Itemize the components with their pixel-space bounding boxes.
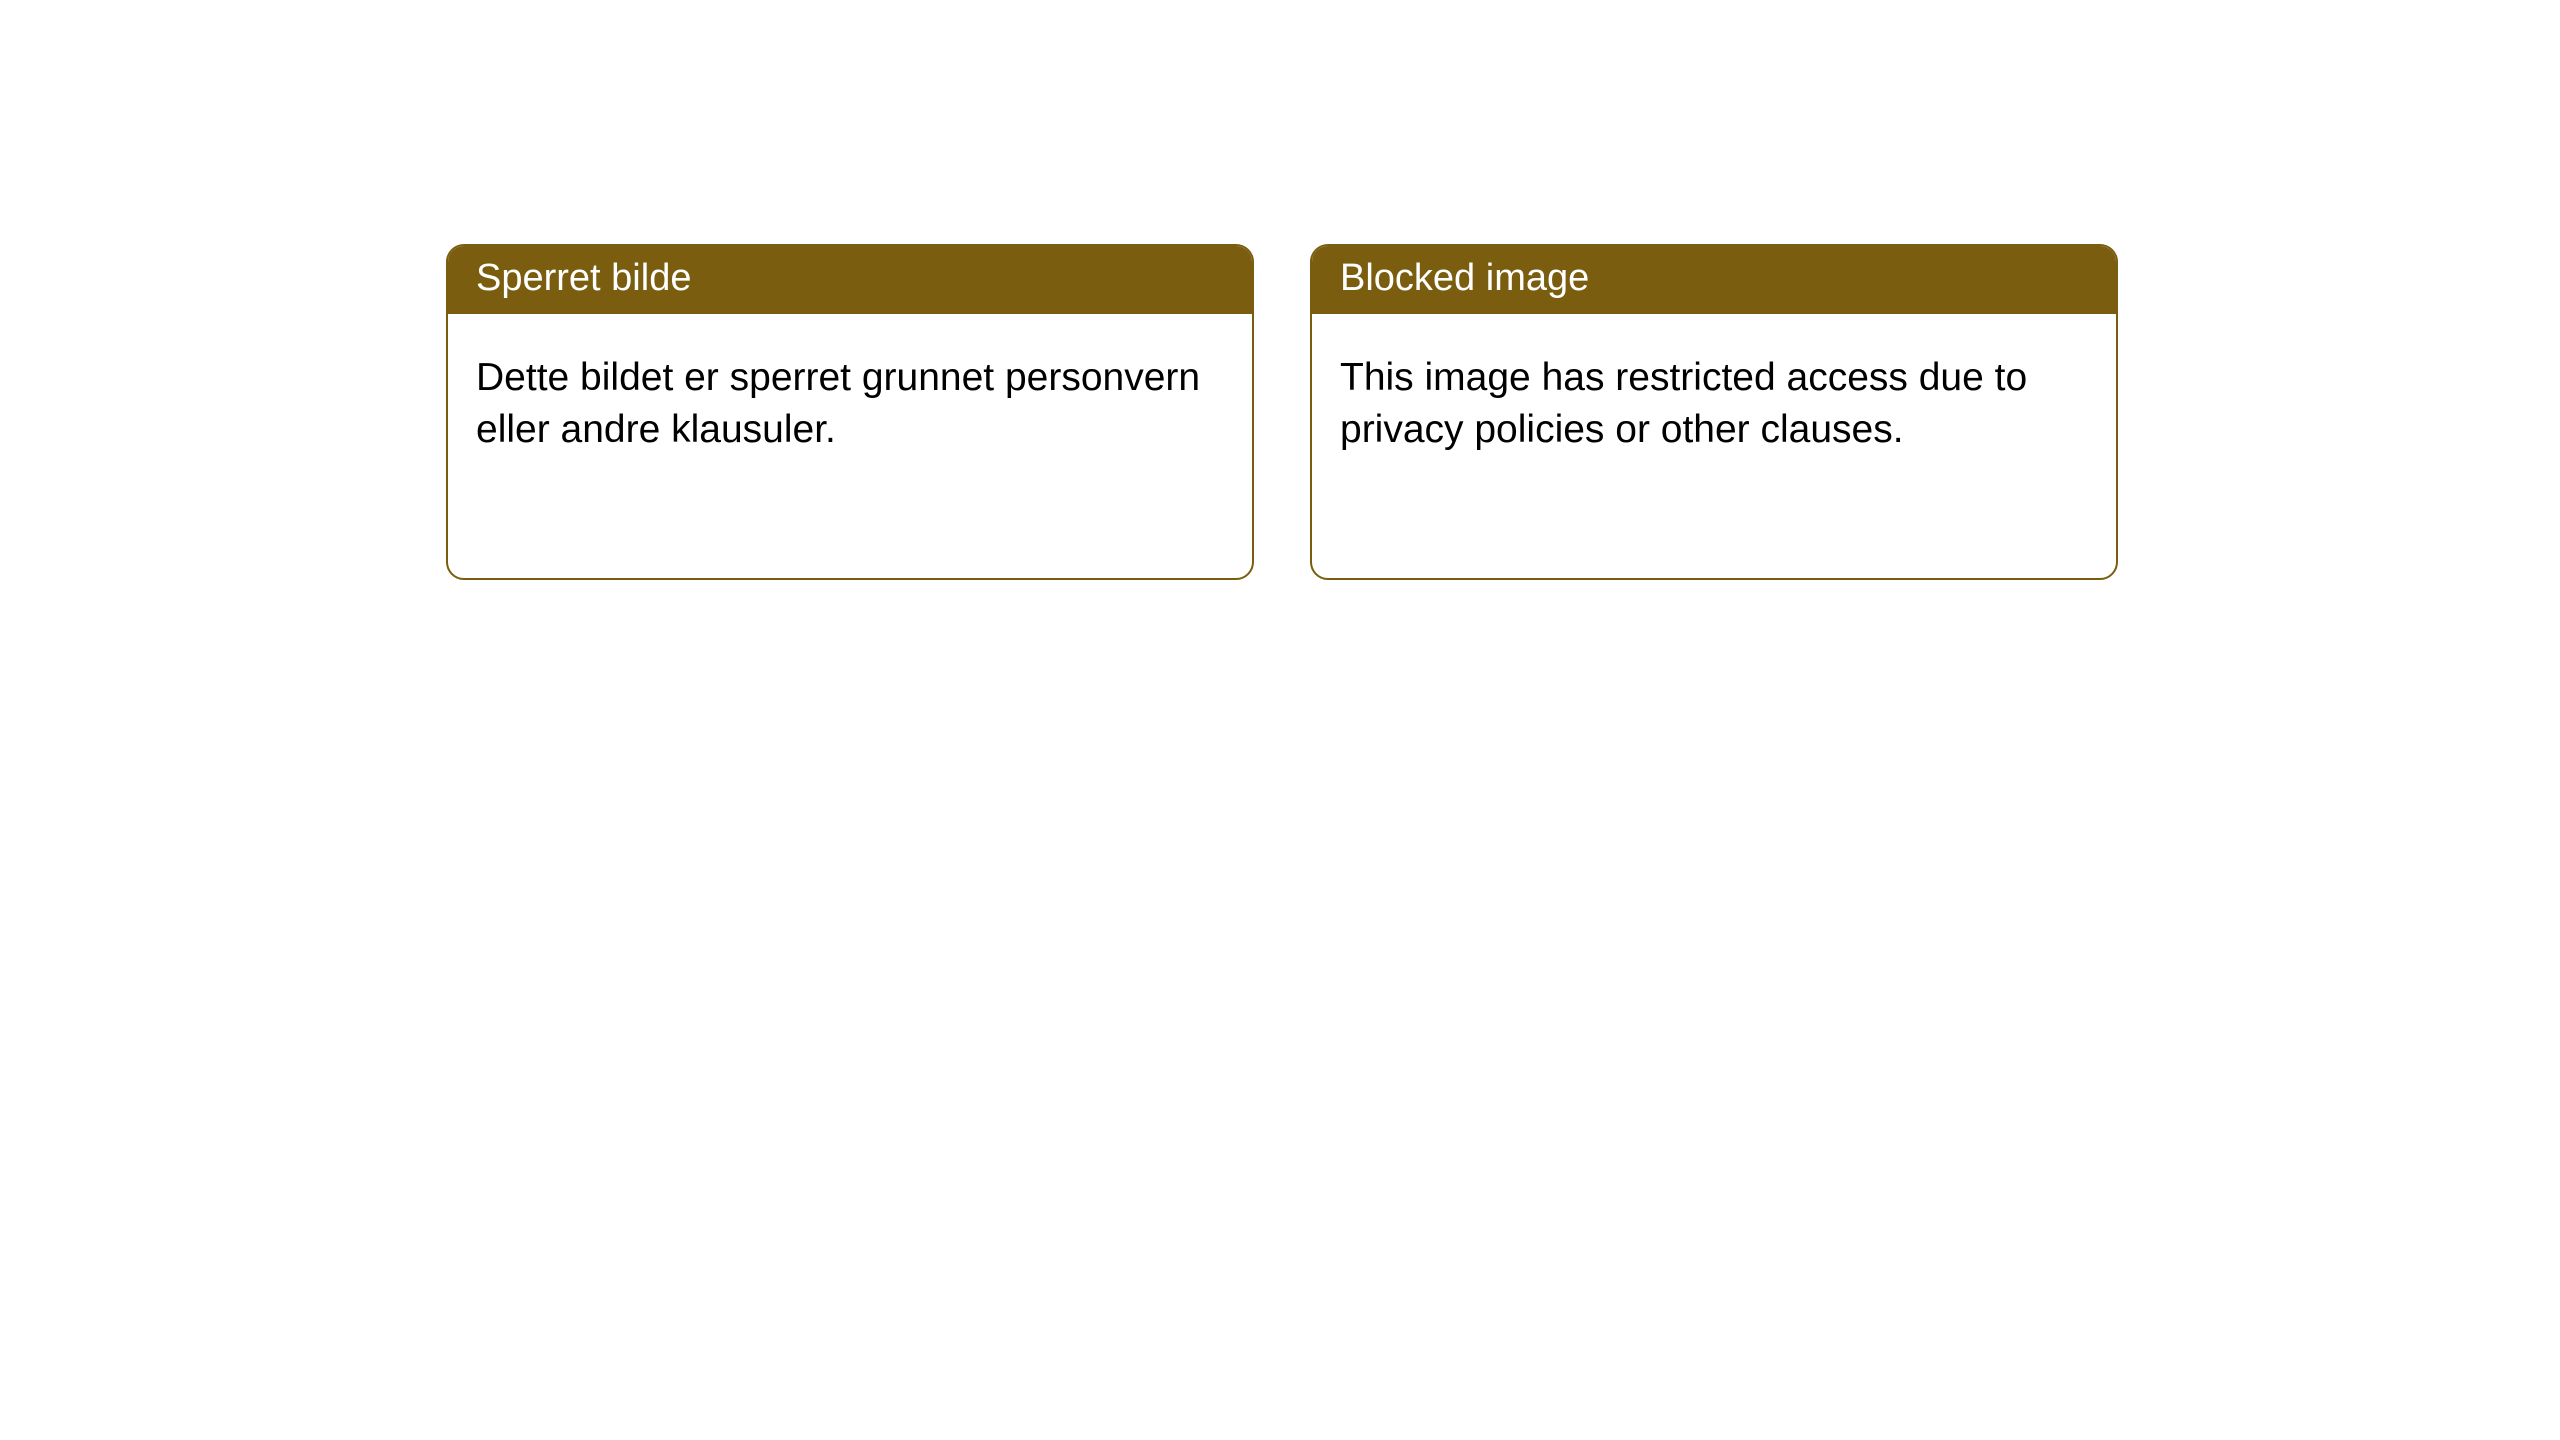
notice-card-norwegian: Sperret bilde Dette bildet er sperret gr…	[446, 244, 1254, 580]
notice-body: This image has restricted access due to …	[1312, 314, 2116, 485]
notice-body: Dette bildet er sperret grunnet personve…	[448, 314, 1252, 485]
notice-header: Sperret bilde	[448, 246, 1252, 314]
notice-card-english: Blocked image This image has restricted …	[1310, 244, 2118, 580]
notice-header: Blocked image	[1312, 246, 2116, 314]
notice-container: Sperret bilde Dette bildet er sperret gr…	[0, 0, 2560, 580]
